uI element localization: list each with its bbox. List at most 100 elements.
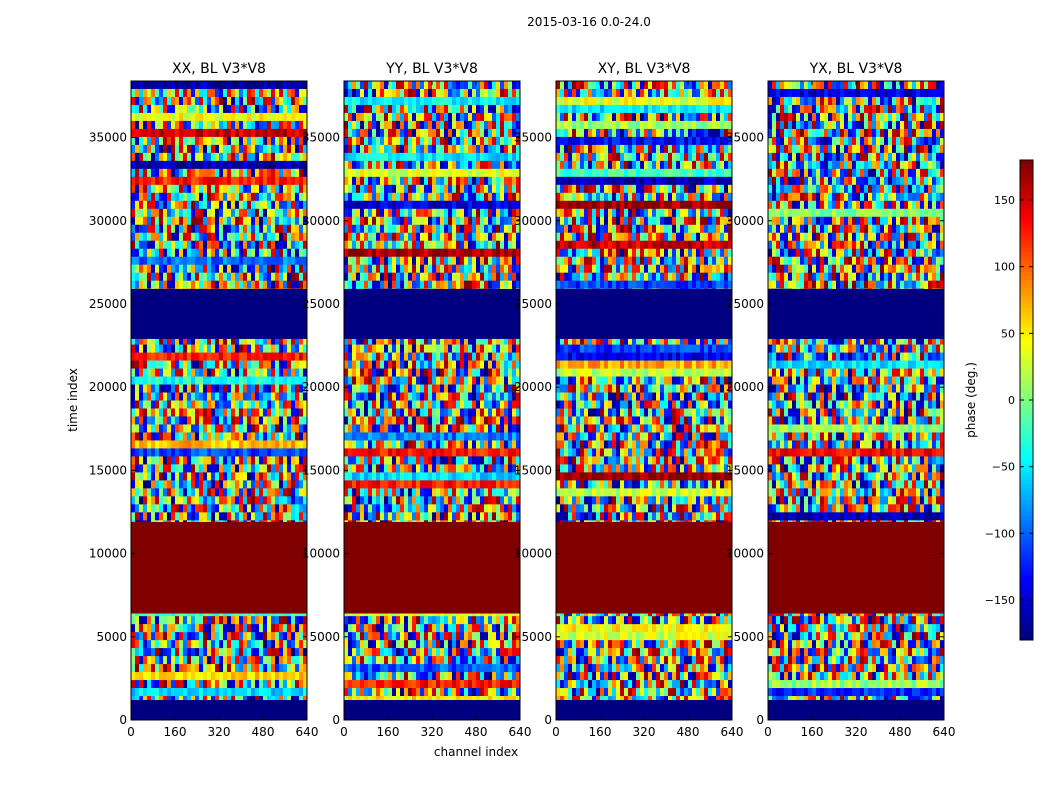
heatmap-cell <box>456 208 461 218</box>
heatmap-cell <box>151 688 156 697</box>
heatmap-cell <box>348 104 353 114</box>
heatmap-cell <box>131 616 136 625</box>
heatmap-cell <box>207 456 212 465</box>
heatmap-cell <box>263 232 268 242</box>
heatmap-cell <box>151 648 156 657</box>
heatmap-cell <box>191 352 196 361</box>
heatmap-cell <box>416 216 421 226</box>
heatmap-cell <box>147 656 152 665</box>
heatmap-cell <box>512 272 517 281</box>
heatmap-cell <box>215 232 220 242</box>
heatmap-cell <box>352 264 357 273</box>
heatmap-cell <box>183 168 188 178</box>
heatmap-cell <box>283 248 288 258</box>
heatmap-cell <box>139 344 144 353</box>
heatmap-cell <box>448 112 453 122</box>
heatmap-cell <box>195 104 200 114</box>
heatmap-cell <box>175 336 180 345</box>
heatmap-cell <box>219 488 224 497</box>
heatmap-cell <box>227 352 232 361</box>
heatmap-cell <box>444 136 449 146</box>
heatmap-cell <box>191 152 196 162</box>
heatmap-cell <box>155 640 160 649</box>
heatmap-cell <box>139 384 144 393</box>
heatmap-cell <box>404 128 409 138</box>
heatmap-cell <box>492 168 497 178</box>
heatmap-cell <box>279 624 284 633</box>
heatmap-cell <box>512 256 517 266</box>
heatmap-cell <box>215 440 220 449</box>
heatmap-cell <box>195 168 200 178</box>
heatmap-cell <box>179 104 184 114</box>
heatmap-cell <box>408 200 413 210</box>
heatmap-cell <box>295 688 300 697</box>
heatmap-cell <box>496 120 501 130</box>
heatmap-cell <box>219 688 224 697</box>
heatmap-cell <box>263 456 268 465</box>
heatmap-cell <box>279 120 284 130</box>
heatmap-cell <box>480 224 485 234</box>
heatmap-cell <box>516 128 521 138</box>
heatmap-cell <box>448 240 453 250</box>
heatmap-cell <box>368 336 373 345</box>
heatmap-cell <box>508 272 513 281</box>
heatmap-cell <box>227 264 232 273</box>
heatmap-cell <box>344 88 349 98</box>
heatmap-cell <box>408 128 413 138</box>
heatmap-cell <box>155 256 160 266</box>
heatmap-cell <box>191 512 196 521</box>
heatmap-cell <box>211 496 216 505</box>
heatmap-cell <box>263 240 268 250</box>
heatmap-cell <box>283 616 288 625</box>
heatmap-cell <box>131 272 136 281</box>
heatmap-cell <box>227 456 232 465</box>
heatmap-cell <box>187 216 192 226</box>
heatmap-cell <box>247 512 252 521</box>
heatmap-cell <box>352 120 357 130</box>
heatmap-cell <box>348 128 353 138</box>
heatmap-cell <box>259 216 264 226</box>
heatmap-cell <box>295 152 300 162</box>
heatmap-cell <box>420 152 425 162</box>
heatmap-cell <box>195 240 200 250</box>
heatmap-cell <box>143 112 148 122</box>
heatmap-cell <box>291 152 296 162</box>
heatmap-cell <box>215 624 220 633</box>
heatmap-cell <box>480 136 485 146</box>
heatmap-cell <box>348 240 353 250</box>
heatmap-cell <box>143 512 148 521</box>
heatmap-cell <box>295 616 300 625</box>
heatmap-cell <box>263 200 268 210</box>
heatmap-cell <box>400 176 405 186</box>
heatmap-cell <box>235 368 240 377</box>
heatmap-cell <box>255 400 260 409</box>
heatmap-cell <box>247 160 252 170</box>
heatmap-cell <box>279 400 284 409</box>
heatmap-cell <box>211 504 216 513</box>
heatmap-cell <box>251 112 256 122</box>
heatmap-cell <box>159 408 164 417</box>
heatmap-cell <box>235 264 240 273</box>
heatmap-cell <box>187 104 192 114</box>
heatmap-cell <box>219 640 224 649</box>
heatmap-cell <box>303 336 308 345</box>
heatmap-cell <box>428 81 433 90</box>
heatmap-cell <box>135 496 140 505</box>
heatmap-cell <box>183 656 188 665</box>
heatmap-cell <box>199 128 204 138</box>
heatmap-cell <box>388 112 393 122</box>
heatmap-cell <box>179 640 184 649</box>
heatmap-cell <box>299 488 304 497</box>
heatmap-cell <box>404 168 409 178</box>
heatmap-cell <box>187 208 192 218</box>
heatmap-cell <box>183 448 188 457</box>
heatmap-cell <box>271 336 276 345</box>
heatmap-cell <box>283 360 288 369</box>
heatmap-cell <box>219 440 224 449</box>
heatmap-cell <box>235 352 240 361</box>
heatmap-cell <box>195 216 200 226</box>
heatmap-cell <box>384 104 389 114</box>
heatmap-cell <box>147 128 152 138</box>
heatmap-cell <box>267 504 272 513</box>
heatmap-cell <box>392 248 397 258</box>
